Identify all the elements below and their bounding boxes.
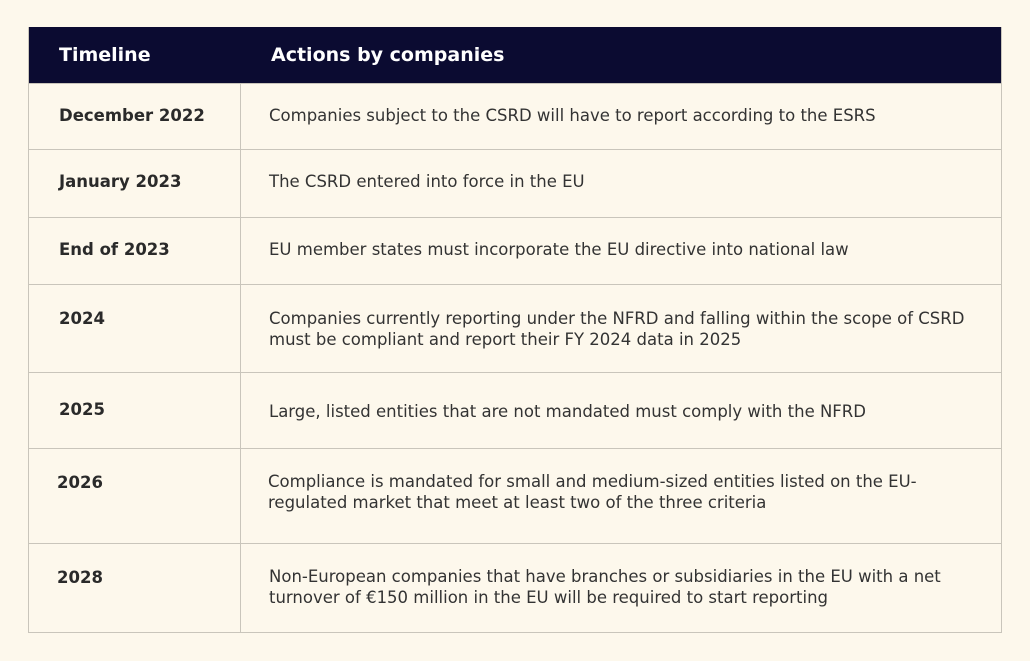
timeline-text: December 2022 xyxy=(59,106,205,125)
timeline-cell: 2028 xyxy=(29,544,241,632)
action-cell: Companies currently reporting under the … xyxy=(241,285,1001,372)
timeline-cell: December 2022 xyxy=(29,84,241,149)
table-row: January 2023 The CSRD entered into force… xyxy=(29,149,1001,217)
timeline-text: End of 2023 xyxy=(59,240,170,259)
header-timeline: Timeline xyxy=(59,44,151,66)
csrd-timeline-table: Timeline Actions by companies December 2… xyxy=(28,27,1002,633)
table-row: 2024 Companies currently reporting under… xyxy=(29,284,1001,372)
table-row: 2025 Large, listed entities that are not… xyxy=(29,372,1001,448)
timeline-text: 2024 xyxy=(59,309,105,328)
timeline-cell: January 2023 xyxy=(29,150,241,217)
action-text: Companies currently reporting under the … xyxy=(269,309,965,349)
action-text: Large, listed entities that are not mand… xyxy=(269,402,866,421)
table-row: 2028 Non-European companies that have br… xyxy=(29,543,1001,632)
timeline-text: 2025 xyxy=(59,400,105,419)
action-cell: Non-European companies that have branche… xyxy=(241,544,1001,632)
action-cell: EU member states must incorporate the EU… xyxy=(241,218,1001,284)
timeline-cell: End of 2023 xyxy=(29,218,241,284)
action-cell: Companies subject to the CSRD will have … xyxy=(241,84,1001,149)
timeline-cell: 2024 xyxy=(29,285,241,372)
timeline-text: 2028 xyxy=(57,568,103,587)
action-text: Companies subject to the CSRD will have … xyxy=(269,106,876,125)
action-cell: Compliance is mandated for small and med… xyxy=(241,449,1001,543)
action-text: Compliance is mandated for small and med… xyxy=(268,472,917,512)
timeline-text: 2026 xyxy=(57,473,103,492)
header-actions: Actions by companies xyxy=(271,44,505,66)
timeline-cell: 2026 xyxy=(29,449,241,543)
table-row: 2026 Compliance is mandated for small an… xyxy=(29,448,1001,543)
timeline-cell: 2025 xyxy=(29,373,241,448)
table-row: End of 2023 EU member states must incorp… xyxy=(29,217,1001,284)
action-cell: The CSRD entered into force in the EU xyxy=(241,150,1001,217)
action-text: The CSRD entered into force in the EU xyxy=(269,172,585,191)
table-header: Timeline Actions by companies xyxy=(29,27,1001,83)
timeline-text: January 2023 xyxy=(59,172,182,191)
action-cell: Large, listed entities that are not mand… xyxy=(241,373,1001,448)
action-text: EU member states must incorporate the EU… xyxy=(269,240,849,259)
action-text: Non-European companies that have branche… xyxy=(269,567,941,607)
table-row: December 2022 Companies subject to the C… xyxy=(29,83,1001,149)
